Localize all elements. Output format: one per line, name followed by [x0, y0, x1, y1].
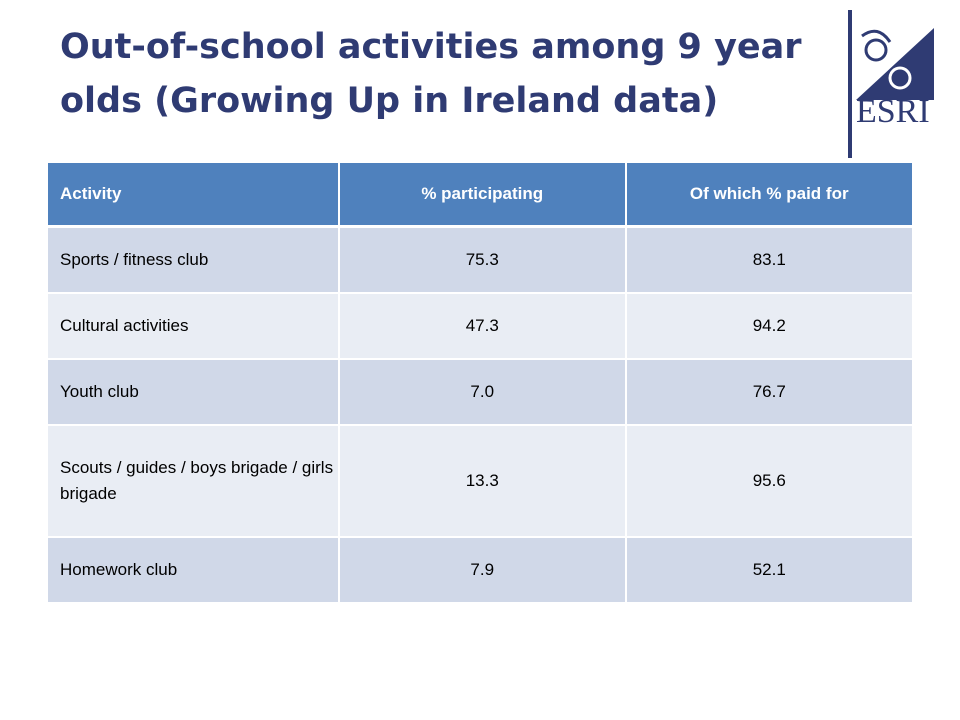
cell-participating: 7.9: [339, 537, 627, 604]
cell-activity: Youth club: [48, 359, 340, 426]
cell-paid: 76.7: [625, 359, 912, 426]
cell-activity: Scouts / guides / boys brigade / girls b…: [48, 425, 340, 538]
logo-text: ESRI: [856, 93, 930, 130]
cell-activity: Sports / fitness club: [48, 226, 340, 294]
header-participating: % participating: [339, 163, 627, 228]
cell-paid: 95.6: [625, 425, 912, 538]
slide-title: Out-of-school activities among 9 year ol…: [60, 27, 802, 121]
cell-participating: 47.3: [339, 293, 627, 360]
cell-activity: Homework club: [48, 537, 340, 604]
cell-activity: Cultural activities: [48, 293, 340, 360]
cell-participating: 75.3: [339, 226, 627, 294]
esri-logo-icon: [856, 28, 934, 100]
header-paid: Of which % paid for: [625, 163, 912, 228]
cell-participating: 13.3: [339, 425, 627, 538]
activities-table: Activity % participating Of which % paid…: [48, 163, 912, 604]
table-row: Homework club 7.9 52.1: [48, 537, 912, 604]
table-row: Scouts / guides / boys brigade / girls b…: [48, 425, 912, 538]
cell-paid: 83.1: [625, 226, 912, 294]
cell-paid: 94.2: [625, 293, 912, 360]
cell-paid: 52.1: [625, 537, 912, 604]
table-header-row: Activity % participating Of which % paid…: [48, 163, 912, 228]
header-activity: Activity: [48, 163, 340, 228]
logo-divider: [848, 10, 852, 158]
table-row: Cultural activities 47.3 94.2: [48, 293, 912, 360]
table-row: Sports / fitness club 75.3 83.1: [48, 226, 912, 294]
cell-participating: 7.0: [339, 359, 627, 426]
table-row: Youth club 7.0 76.7: [48, 359, 912, 426]
